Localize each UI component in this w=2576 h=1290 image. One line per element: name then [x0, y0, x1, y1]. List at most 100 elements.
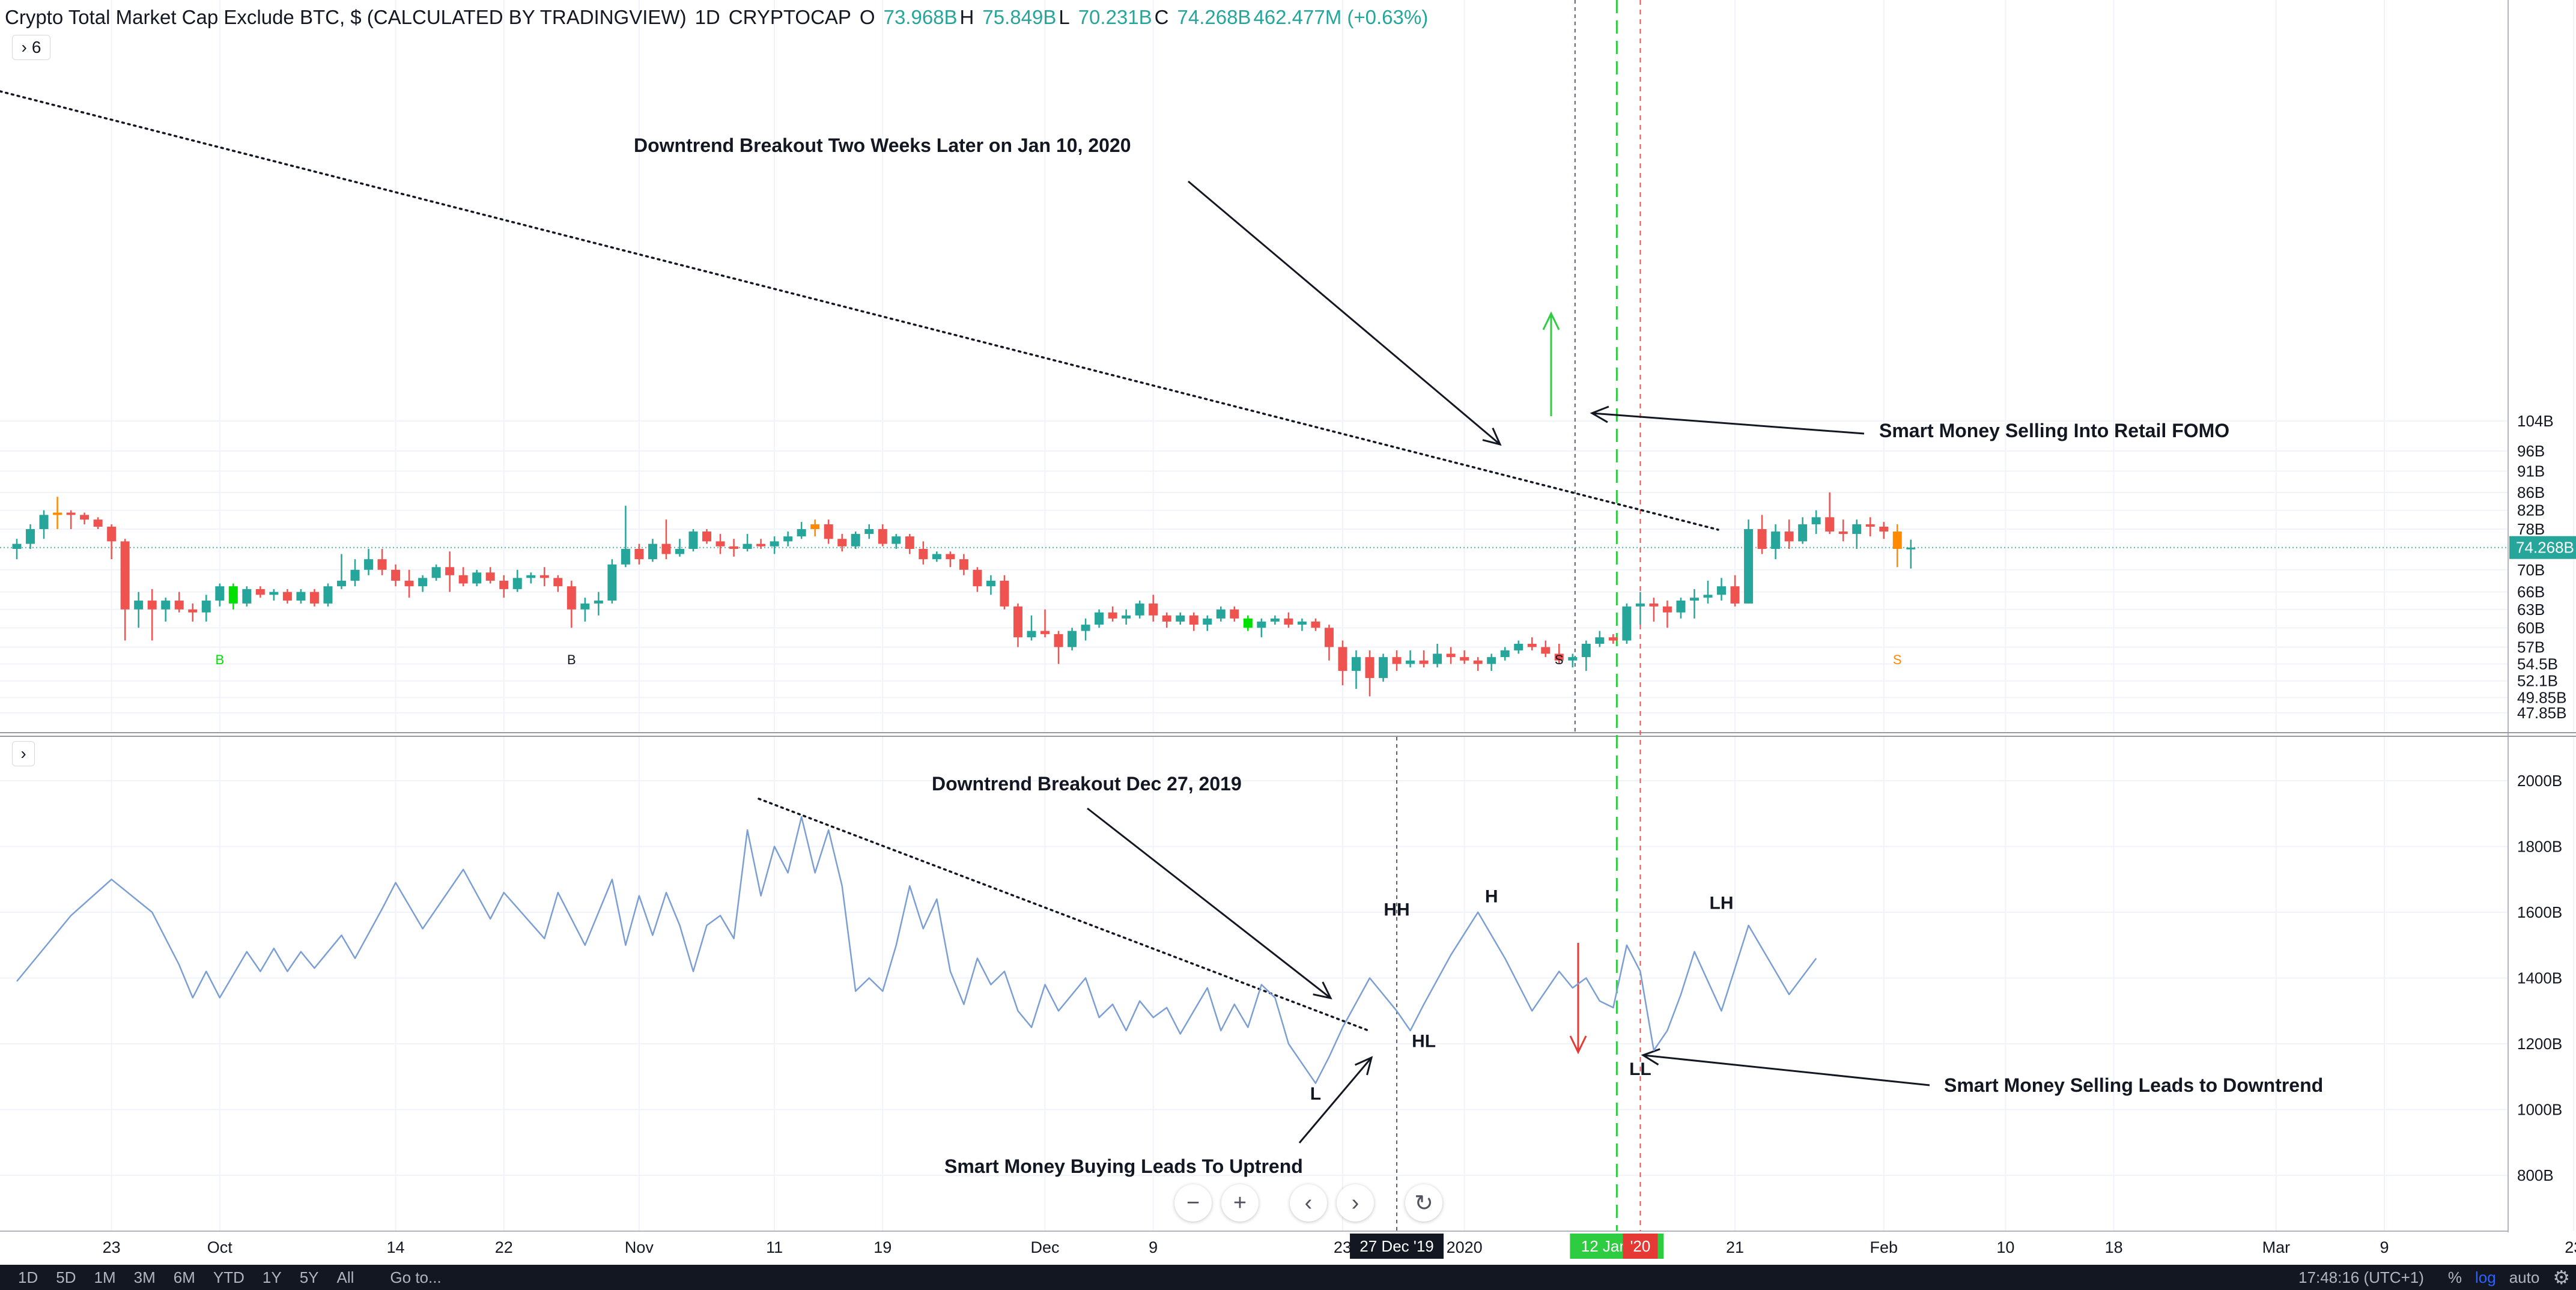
- candle: [1108, 606, 1117, 622]
- price-axis-label: 1800B: [2517, 838, 2562, 856]
- up-move-arrow: [1542, 311, 1560, 416]
- candle-body: [824, 524, 833, 539]
- zoom-out-button[interactable]: −: [1174, 1184, 1212, 1222]
- candle: [1351, 650, 1361, 689]
- range-button-5y[interactable]: 5Y: [299, 1268, 319, 1286]
- candle: [1784, 519, 1794, 549]
- candle-body: [1081, 625, 1090, 631]
- candle-body: [1297, 621, 1307, 625]
- clock-label[interactable]: 17:48:16 (UTC+1): [2298, 1268, 2424, 1286]
- scroll-left-button[interactable]: ‹: [1290, 1184, 1327, 1222]
- candle: [80, 512, 90, 525]
- candle-body: [1852, 524, 1862, 534]
- annotation-text: Smart Money Buying Leads To Uptrend: [944, 1155, 1303, 1177]
- bottom-toolbar: 1D 5D 1M 3M 6M YTD 1Y 5Y All Go to... 17…: [0, 1265, 2576, 1290]
- candle: [526, 572, 536, 584]
- indicators-toggle-button[interactable]: › 6: [12, 35, 50, 60]
- candle: [323, 583, 333, 607]
- candle-body: [919, 548, 928, 560]
- candle-body: [634, 548, 644, 560]
- candle-body: [580, 603, 590, 610]
- time-axis-label: Oct: [207, 1238, 233, 1256]
- symbol-title[interactable]: Crypto Total Market Cap Exclude BTC, $ (…: [5, 6, 687, 28]
- signal-marker: S: [1893, 652, 1902, 667]
- candle-body: [1608, 637, 1618, 641]
- annotation-arrow: [1298, 1056, 1373, 1143]
- candle-body: [973, 569, 982, 587]
- candle-body: [431, 567, 441, 578]
- range-button-all[interactable]: All: [336, 1268, 354, 1286]
- candle: [810, 519, 820, 537]
- time-axis-label: 9: [2380, 1238, 2389, 1256]
- log-scale-toggle[interactable]: log: [2475, 1268, 2496, 1286]
- candle: [878, 524, 887, 547]
- price-axis-label: 1200B: [2517, 1035, 2562, 1053]
- candle-body: [1257, 621, 1266, 628]
- auto-scale-toggle[interactable]: auto: [2509, 1268, 2540, 1286]
- range-button-6m[interactable]: 6M: [173, 1268, 195, 1286]
- candle-body: [1622, 606, 1632, 641]
- gear-icon[interactable]: ⚙: [2553, 1267, 2570, 1288]
- candle-body: [1554, 653, 1564, 661]
- pivot-label: LH: [1710, 894, 1734, 913]
- price-axis-label: 2000B: [2517, 772, 2562, 790]
- range-button-ytd[interactable]: YTD: [213, 1268, 245, 1286]
- candle: [1473, 657, 1483, 671]
- candle-body: [512, 578, 522, 589]
- candle-body: [1527, 643, 1537, 647]
- candle-body: [675, 548, 684, 554]
- candle: [269, 589, 279, 601]
- zoom-in-button[interactable]: +: [1221, 1184, 1259, 1222]
- interval-label[interactable]: 1D: [694, 6, 720, 28]
- candle-body: [134, 601, 144, 610]
- range-button-1m[interactable]: 1M: [94, 1268, 116, 1286]
- candle: [1838, 519, 1848, 542]
- goto-button[interactable]: Go to...: [390, 1268, 442, 1286]
- candle: [134, 592, 144, 628]
- scroll-right-button[interactable]: ›: [1337, 1184, 1374, 1222]
- candle: [512, 569, 522, 592]
- close-value: 74.268B: [1177, 6, 1251, 28]
- candle-body: [1433, 653, 1442, 664]
- candle: [973, 567, 982, 592]
- candle-body: [147, 601, 157, 610]
- candle-body: [1581, 643, 1591, 658]
- arrow-shaft: [1087, 807, 1331, 999]
- low-value: 70.231B: [1078, 6, 1152, 28]
- candle-body: [1040, 631, 1050, 634]
- candle-body: [296, 592, 306, 601]
- lower-pane-toggle-button[interactable]: ›: [12, 741, 35, 766]
- percent-scale-toggle[interactable]: %: [2447, 1268, 2462, 1286]
- candle-body: [1068, 631, 1077, 647]
- candle: [1365, 650, 1375, 697]
- arrow-head: [1590, 405, 1609, 423]
- candle-body: [607, 564, 617, 601]
- range-button-1y[interactable]: 1Y: [262, 1268, 282, 1286]
- range-button-5d[interactable]: 5D: [56, 1268, 76, 1286]
- candle: [634, 544, 644, 565]
- annotation-arrow: [1188, 180, 1502, 446]
- range-button-1d[interactable]: 1D: [18, 1268, 38, 1286]
- range-button-3m[interactable]: 3M: [133, 1268, 156, 1286]
- candle-body: [418, 578, 428, 587]
- candle: [1419, 650, 1429, 668]
- candle-body: [269, 592, 279, 595]
- candle: [350, 559, 360, 587]
- down-move-arrow: [1569, 943, 1587, 1055]
- candle-body: [932, 554, 941, 560]
- reset-chart-button[interactable]: ↻: [1405, 1184, 1442, 1222]
- candle: [1514, 640, 1523, 654]
- arrow-shaft: [1188, 180, 1501, 446]
- series-line: [16, 816, 1817, 1084]
- candle-body: [810, 524, 820, 530]
- pivot-label: L: [1310, 1084, 1321, 1104]
- candle-body: [1406, 660, 1415, 664]
- candle: [1662, 601, 1672, 628]
- candle-body: [1879, 527, 1889, 532]
- candle-body: [26, 529, 35, 544]
- candle: [1095, 609, 1104, 628]
- candle: [1865, 517, 1875, 537]
- candle: [824, 519, 833, 544]
- candle: [1487, 653, 1496, 671]
